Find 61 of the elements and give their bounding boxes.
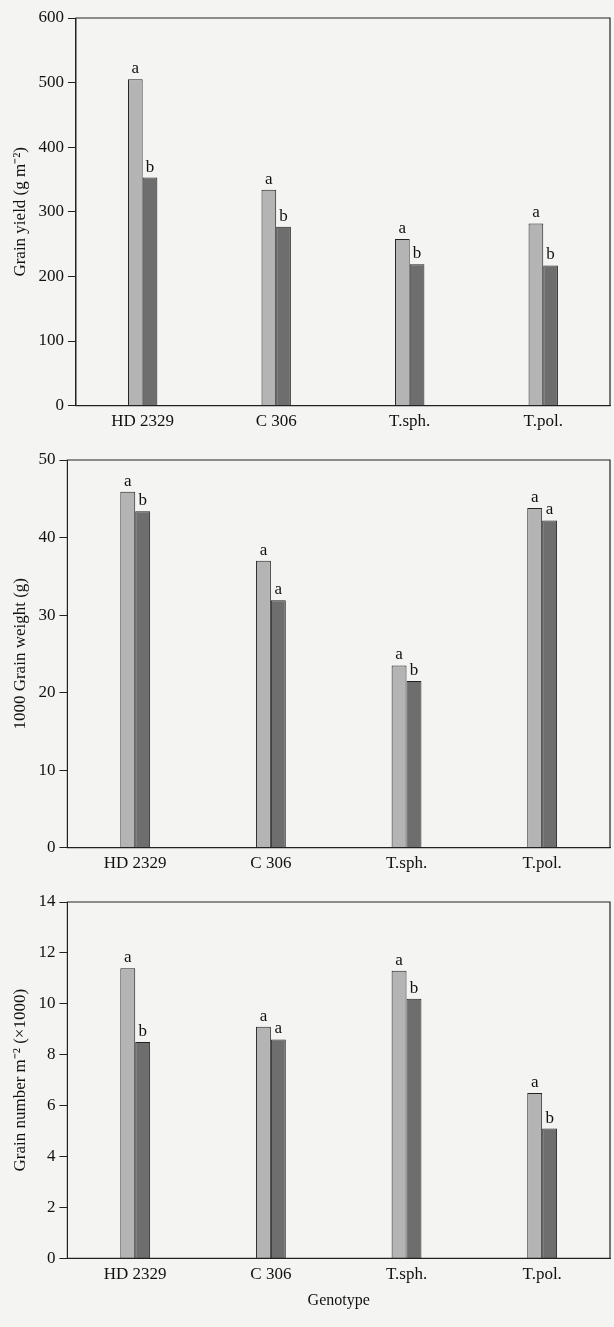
x-axis-title: Genotype — [307, 1290, 370, 1309]
y-tick-label: 0 — [46, 1247, 56, 1267]
y-tick-label: 2 — [46, 1196, 56, 1216]
x-tick-label: C 306 — [255, 411, 297, 431]
annotation: a — [530, 1071, 539, 1091]
y-tick-label: 6 — [46, 1095, 56, 1115]
y-axis-title: 1000 Grain weight (g) — [9, 578, 29, 730]
y-tick-label: 14 — [38, 891, 56, 911]
annotation: b — [279, 205, 288, 225]
y-tick-label: 40 — [38, 526, 56, 546]
annotation: a — [398, 217, 407, 237]
annotation: a — [545, 499, 554, 519]
x-tick-label: C 306 — [250, 853, 292, 873]
annotation: a — [123, 947, 132, 967]
y-tick-label: 100 — [38, 330, 64, 350]
annotation: a — [395, 644, 404, 664]
y-tick-label: 20 — [38, 682, 56, 702]
annotation: a — [274, 579, 283, 599]
x-tick-label: HD 2329 — [111, 411, 175, 431]
annotation: b — [409, 977, 419, 997]
y-tick-label: 200 — [38, 265, 64, 285]
x-tick-label: T.sph. — [385, 1264, 428, 1284]
annotation: a — [131, 58, 140, 78]
x-tick-label: T.pol. — [522, 853, 562, 873]
y-tick-label: 4 — [46, 1146, 56, 1166]
x-tick-label: HD 2329 — [103, 853, 167, 873]
y-tick-label: 600 — [38, 7, 64, 27]
annotation: a — [123, 470, 132, 490]
annotation: a — [259, 1005, 268, 1025]
y-tick-label: 8 — [46, 1044, 56, 1064]
y-tick-label: 50 — [38, 449, 56, 469]
y-tick-label: 10 — [38, 993, 56, 1013]
annotation: a — [265, 168, 274, 188]
y-tick-label: 300 — [38, 201, 64, 221]
annotation: b — [545, 1107, 554, 1127]
annotation: b — [412, 243, 422, 263]
annotation: a — [274, 1018, 283, 1038]
x-tick-label: T.sph. — [385, 853, 428, 873]
y-axis-title: Grain yield (g m⁻²) — [9, 147, 29, 277]
y-tick-label: 12 — [38, 942, 56, 962]
annotation: b — [409, 659, 419, 679]
annotation: a — [532, 202, 541, 222]
annotation: b — [138, 1020, 147, 1040]
y-tick-label: 400 — [38, 136, 64, 156]
x-tick-label: T.sph. — [389, 411, 431, 431]
x-tick-label: C 306 — [250, 1264, 292, 1284]
x-tick-label: HD 2329 — [103, 1264, 167, 1284]
annotation: b — [145, 156, 155, 176]
y-tick-label: 30 — [38, 604, 56, 624]
y-tick-label: 0 — [55, 395, 64, 415]
y-tick-label: 0 — [46, 837, 56, 857]
annotation: a — [530, 487, 539, 507]
x-tick-label: T.pol. — [523, 411, 563, 431]
annotation: a — [259, 539, 268, 559]
annotation: b — [546, 244, 555, 264]
annotation: b — [138, 490, 147, 510]
y-tick-label: 500 — [38, 72, 64, 92]
annotation: a — [395, 949, 404, 969]
y-axis-title: Grain number m⁻² (×1000) — [9, 988, 29, 1172]
y-tick-label: 10 — [38, 759, 56, 779]
x-tick-label: T.pol. — [522, 1264, 562, 1284]
